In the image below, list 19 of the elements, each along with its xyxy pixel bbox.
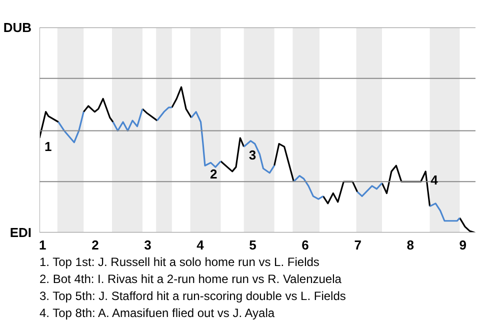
text: 3. Top 5th: J. Stafford hit a run-scoring double vs L. Fields bbox=[40, 289, 346, 303]
annotation: 2 bbox=[210, 166, 218, 182]
annotation: 3 bbox=[248, 148, 256, 163]
x-tick-label: 6 bbox=[302, 238, 309, 252]
x-tick-label: 8 bbox=[406, 238, 414, 252]
x-tick-label: 4 bbox=[196, 238, 205, 252]
ref-line-label: DUB bbox=[3, 20, 32, 35]
x-tick-label: 5 bbox=[249, 238, 256, 252]
text: 1. Top 1st: J. Russell hit a solo home run vs L. Fields bbox=[40, 255, 320, 269]
x-tick-label: 3 bbox=[144, 238, 152, 252]
annotation: 1 bbox=[44, 138, 52, 154]
x-tick-label: 1 bbox=[39, 238, 46, 252]
x-tick-label: 7 bbox=[354, 238, 362, 252]
x-tick-label: 2 bbox=[92, 238, 99, 252]
x-tick-label: 9 bbox=[459, 238, 467, 252]
annotation: 4 bbox=[430, 172, 439, 188]
text: 2. Bot 4th: I. Rivas hit a 2-run home run vs R. Valenzuela bbox=[40, 272, 342, 286]
ref-line-label: EDI bbox=[10, 225, 32, 240]
text: 4. Top 8th: A. Amasifuen flied out vs J. Ayala bbox=[40, 306, 275, 320]
